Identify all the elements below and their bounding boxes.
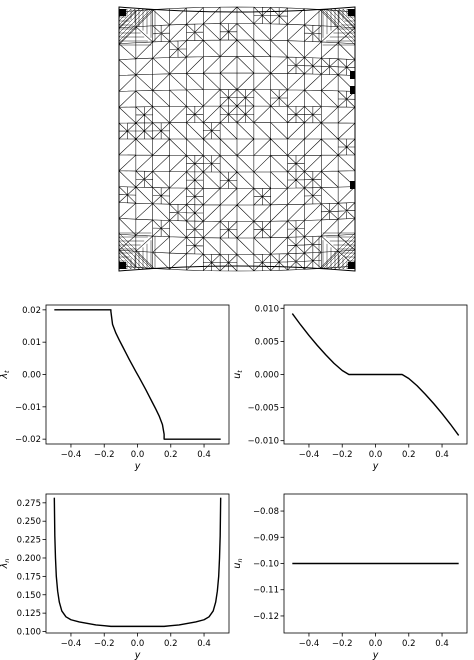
y-tick-label: 0.200 <box>17 554 41 564</box>
y-tick-label: 0.125 <box>17 609 41 619</box>
x-tick-label: 0.0 <box>131 450 145 460</box>
x-axis-label: y <box>134 461 141 472</box>
y-tick-label: −0.02 <box>15 435 41 445</box>
x-tick-label: 0.4 <box>435 450 449 460</box>
y-axis-label: λt <box>0 370 11 380</box>
x-tick-label: −0.2 <box>94 639 115 649</box>
plot-panel: −0.4 −0.2 0.0 0.2 0.4 0.02 0.01 0.00 −0.01 −0.02 y… <box>0 304 230 472</box>
mesh-refinement-spot <box>350 181 355 189</box>
mesh-refinement-corner <box>118 232 156 270</box>
axes-frame <box>45 493 230 634</box>
mesh-lines <box>118 6 356 272</box>
y-tick-label: 0.005 <box>255 337 279 347</box>
series-line <box>54 309 221 440</box>
plot-panel: −0.4 −0.2 0.0 0.2 0.4 −0.08 −0.09 −0.10 −0.11 −0.… <box>232 493 468 660</box>
series-line <box>53 497 222 628</box>
y-tick-label: 0.250 <box>17 517 41 527</box>
y-tick-label: −0.010 <box>248 437 279 447</box>
x-tick-label: 0.0 <box>369 639 383 649</box>
y-tick-label: 0.02 <box>22 306 41 316</box>
y-tick-label: 0.225 <box>17 536 41 546</box>
x-tick-label: 0.2 <box>402 639 416 649</box>
x-tick-label: 0.4 <box>197 639 211 649</box>
mesh-refinement-spot <box>350 71 355 79</box>
x-axis-label: y <box>372 461 379 472</box>
y-tick-label: −0.11 <box>253 586 279 596</box>
y-tick-label: 0.01 <box>22 338 41 348</box>
x-tick-label: −0.2 <box>332 639 353 649</box>
plot-grid: −0.4 −0.2 0.0 0.2 0.4 0.02 0.01 0.00 −0.01 −0.02 y… <box>0 304 468 660</box>
x-tick-label: 0.2 <box>164 639 178 649</box>
y-tick-label: 0.175 <box>17 572 41 582</box>
x-tick-label: −0.2 <box>332 450 353 460</box>
mesh-refinement-corner <box>118 8 156 46</box>
y-tick-label: −0.08 <box>253 507 279 517</box>
y-tick-label: −0.09 <box>253 533 279 543</box>
x-tick-label: −0.4 <box>299 450 320 460</box>
x-axis-label: y <box>134 650 141 660</box>
mesh-refinement-corner <box>318 8 356 46</box>
x-axis-label: y <box>372 650 379 660</box>
y-tick-label: 0.00 <box>22 371 41 381</box>
y-tick-label: 0.275 <box>17 499 41 509</box>
x-tick-label: 0.4 <box>197 450 211 460</box>
mesh-boundary <box>118 6 356 272</box>
y-tick-label: 0.010 <box>255 304 279 314</box>
x-tick-label: −0.4 <box>299 639 320 649</box>
x-tick-label: −0.4 <box>61 639 82 649</box>
x-tick-label: 0.2 <box>402 450 416 460</box>
x-tick-label: 0.0 <box>369 450 383 460</box>
y-tick-label: −0.005 <box>248 404 279 414</box>
x-tick-label: 0.2 <box>164 450 178 460</box>
y-tick-label: 0.150 <box>17 591 41 601</box>
mesh-refinement-spot <box>350 86 355 94</box>
y-tick-label: −0.01 <box>15 403 41 413</box>
y-axis-label: ut <box>232 370 244 379</box>
mesh-refinement-corner <box>318 232 356 270</box>
y-tick-label: −0.12 <box>253 612 279 622</box>
y-tick-label: −0.10 <box>253 560 279 570</box>
x-tick-label: 0.4 <box>435 639 449 649</box>
y-axis-label: λn <box>0 559 11 570</box>
series-line <box>291 313 460 436</box>
y-axis-label: un <box>232 558 244 568</box>
finite-element-mesh <box>118 6 356 272</box>
x-tick-label: −0.2 <box>94 450 115 460</box>
plot-panel: −0.4 −0.2 0.0 0.2 0.4 0.275 0.250 0.225 0.200 0.1… <box>0 493 230 660</box>
x-tick-label: 0.0 <box>131 639 145 649</box>
y-tick-label: 0.000 <box>255 371 279 381</box>
y-tick-label: 0.100 <box>17 628 41 638</box>
x-tick-label: −0.4 <box>61 450 82 460</box>
plot-panel: −0.4 −0.2 0.0 0.2 0.4 0.010 0.005 0.000 −0.005 −0… <box>232 304 468 472</box>
